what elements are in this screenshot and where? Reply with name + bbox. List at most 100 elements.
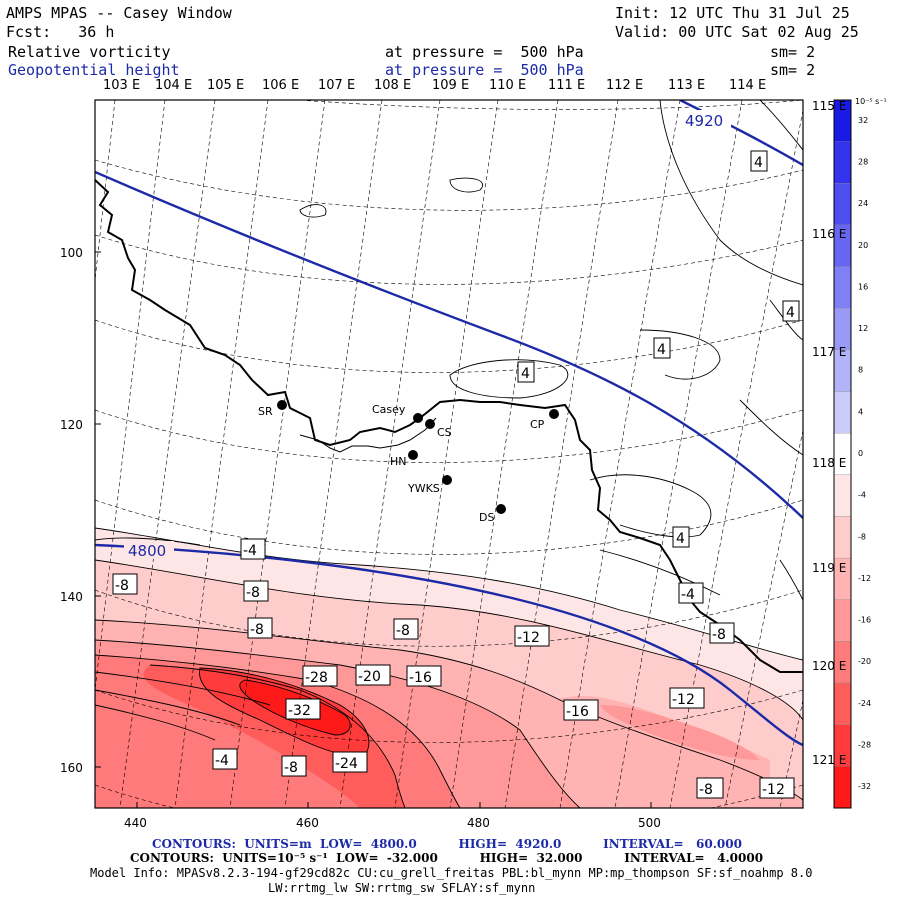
field2-pressure: at pressure = 500 hPa (385, 61, 584, 79)
colorbar-tick-label: 24 (858, 199, 868, 208)
colorbar-tick-label: -24 (858, 699, 871, 708)
lon-label-top: 103 E (103, 78, 141, 93)
vort-label: -8 (250, 622, 264, 638)
valid-time: Valid: 00 UTC Sat 02 Aug 25 (615, 23, 859, 41)
init-time: Init: 12 UTC Thu 31 Jul 25 (615, 4, 850, 22)
lon-label-top: 106 E (262, 78, 300, 93)
lon-label-top: 111 E (548, 78, 586, 93)
x-tick-label: 440 (124, 816, 147, 830)
station-label: HN (390, 455, 407, 468)
colorbar-swatch (833, 516, 852, 559)
vort-label: -28 (305, 670, 328, 686)
vort-label: -8 (115, 578, 129, 594)
vort-label: 4 (786, 305, 795, 321)
station-label: CP (530, 418, 545, 431)
stations: SR Casey CS HN YWKS DS CP (258, 400, 559, 524)
field1-smoothing: sm= 2 (770, 43, 816, 61)
coastline (299, 417, 437, 453)
x-tick-label: 460 (296, 816, 319, 830)
vort-label: -32 (288, 703, 311, 719)
colorbar-tick-label: 0 (858, 449, 863, 458)
station-marker (496, 504, 506, 514)
colorbar-swatch (833, 474, 852, 517)
forecast-hour: Fcst: 36 h (6, 23, 115, 41)
height-contour-label: 4920 (685, 112, 723, 130)
colorbar-swatch (833, 766, 852, 809)
station-label: DS (479, 511, 494, 524)
vort-label: -8 (284, 760, 298, 776)
station-marker (549, 409, 559, 419)
vort-label: -16 (566, 704, 589, 720)
vort-label: -8 (246, 585, 260, 601)
vort-label: -16 (409, 670, 432, 686)
colorbar-tick-label: -4 (858, 491, 866, 500)
colorbar-tick-label: 4 (858, 407, 863, 416)
y-tick-label: 140 (60, 590, 83, 604)
colorbar-tick-label: -28 (858, 741, 871, 750)
axis-ticks (95, 251, 652, 808)
height-contour-label: 4800 (128, 542, 166, 560)
colorbar-tick-label: 28 (858, 157, 868, 166)
lon-label-right: 117 E (812, 345, 846, 359)
lon-label-right: 120 E (812, 659, 846, 673)
station-marker (408, 450, 418, 460)
colorbar-tick-label: 8 (858, 366, 863, 375)
lon-label-right: 116 E (812, 227, 846, 241)
colorbar-tick-label: 12 (858, 324, 868, 333)
station-marker (413, 413, 423, 423)
lon-label-top: 113 E (668, 78, 706, 93)
colorbar: 10⁻⁵ s⁻¹ 32 28 24 20 16 12 8 4 0 -4 -8 -12 -16 -20 -24… (833, 97, 887, 809)
lon-label-top: 110 E (489, 78, 527, 93)
lon-label-top: 104 E (155, 78, 193, 93)
colorbar-tick-label: -8 (858, 532, 866, 541)
lon-labels-right: 115 E 116 E 117 E 118 E 119 E 120 E 121 … (805, 98, 846, 767)
plot-frame (94, 99, 804, 809)
vorticity-contour-info: CONTOURS: UNITS=10⁻⁵ s⁻¹ LOW= -32.000 HI… (130, 851, 764, 865)
colorbar-tick-label: 32 (858, 116, 868, 125)
vort-label: -4 (243, 543, 257, 559)
colorbar-swatch (833, 391, 852, 434)
vort-label: -20 (358, 669, 381, 685)
y-tick-label: 120 (60, 418, 83, 432)
colorbar-swatch (833, 141, 852, 184)
colorbar-tick-label: -12 (858, 574, 871, 583)
model-info: Model Info: MPASv8.2.3-194-gf29cd82c CU:… (90, 866, 813, 880)
plot-area (95, 100, 803, 808)
vort-label: -12 (517, 630, 540, 646)
height-label-bg (124, 541, 174, 559)
colorbar-tick-label: -20 (858, 657, 871, 666)
station-label: Casey (372, 403, 406, 416)
colorbar-swatch (833, 682, 852, 725)
x-tick-label: 480 (467, 816, 490, 830)
lon-label-top: 107 E (318, 78, 356, 93)
vort-label: -4 (681, 587, 695, 603)
station-marker (442, 475, 452, 485)
vort-label: 4 (521, 366, 530, 382)
colorbar-swatch (833, 308, 852, 351)
vort-label: -24 (335, 756, 358, 772)
lon-label-top: 108 E (374, 78, 412, 93)
lon-label-right: 118 E (812, 456, 846, 470)
station-marker (277, 400, 287, 410)
graticule (95, 100, 803, 808)
lon-label-top: 109 E (432, 78, 470, 93)
x-tick-label: 500 (638, 816, 661, 830)
vort-label: -4 (215, 753, 229, 769)
station-marker (425, 419, 435, 429)
height-label-bg (683, 110, 731, 130)
vort-label: -12 (762, 782, 785, 798)
height-contour-info: CONTOURS: UNITS=m LOW= 4800.0 HIGH= 4920… (152, 837, 742, 851)
vort-label: -8 (699, 782, 713, 798)
station-label: CS (437, 426, 452, 439)
colorbar-tick-label: -32 (858, 782, 871, 791)
colorbar-swatch (833, 266, 852, 309)
lon-label-right: 115 E (812, 99, 846, 113)
colorbar-swatch (833, 599, 852, 642)
lon-label-top: 114 E (729, 78, 767, 93)
vort-label: 4 (657, 342, 666, 358)
vort-label: -8 (712, 627, 726, 643)
vort-label: 4 (676, 531, 685, 547)
vort-label: -12 (672, 692, 695, 708)
colorbar-tick-label: -16 (858, 616, 871, 625)
